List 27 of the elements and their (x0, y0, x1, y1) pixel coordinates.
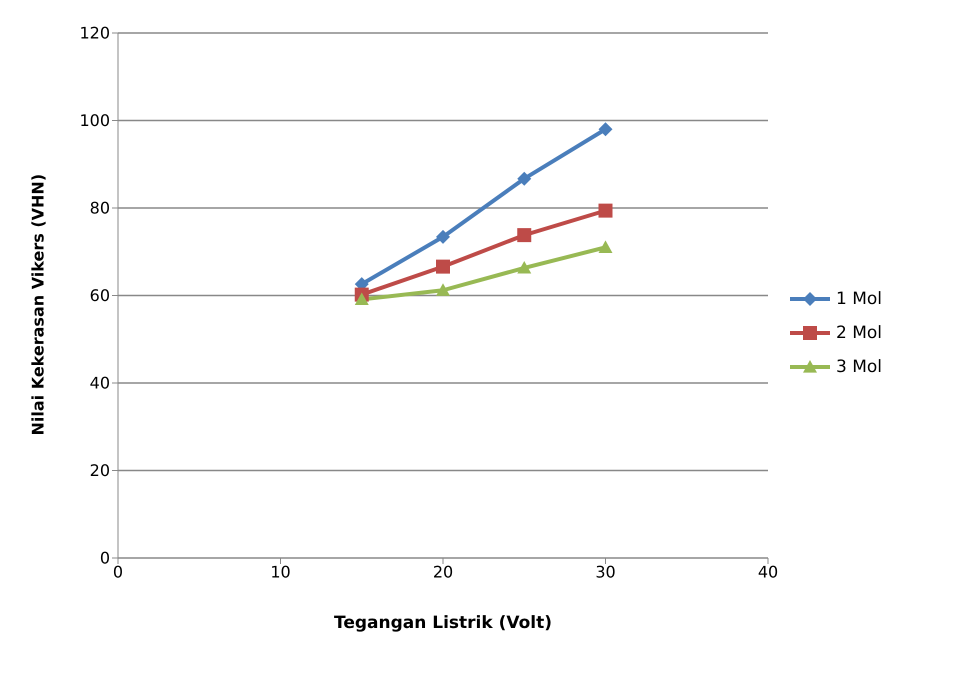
point (517, 228, 532, 242)
x-tick-label: 20 (432, 562, 454, 582)
y-tick-label: 60 (90, 286, 110, 306)
point (436, 283, 450, 296)
y-tick-label: 100 (79, 111, 110, 130)
legend-label: 2 Mol (836, 323, 882, 343)
point (354, 292, 369, 306)
y-tick-label: 20 (90, 461, 110, 480)
x-axis-title: Tegangan Listrik (Volt) (334, 613, 552, 633)
x-tick-label: 10 (270, 562, 291, 582)
y-tick-label: 0 (100, 548, 110, 568)
point (517, 172, 532, 186)
point (436, 260, 450, 274)
point (436, 230, 450, 244)
y-tick-label: 40 (90, 374, 110, 393)
y-tick-label: 120 (79, 24, 110, 43)
point (598, 122, 612, 136)
legend-label: 1 Mol (836, 289, 882, 309)
point (517, 260, 532, 274)
x-tick-label: 30 (595, 562, 616, 582)
point (598, 240, 612, 253)
point (598, 204, 612, 218)
legend-label: 3 Mol (836, 357, 882, 377)
y-axis-title: Nilai Kekerasan Vikers (VHN) (28, 174, 48, 436)
y-tick-label: 80 (90, 198, 110, 218)
x-tick-label: 0 (112, 562, 124, 582)
x-tick-label: 40 (758, 562, 778, 582)
